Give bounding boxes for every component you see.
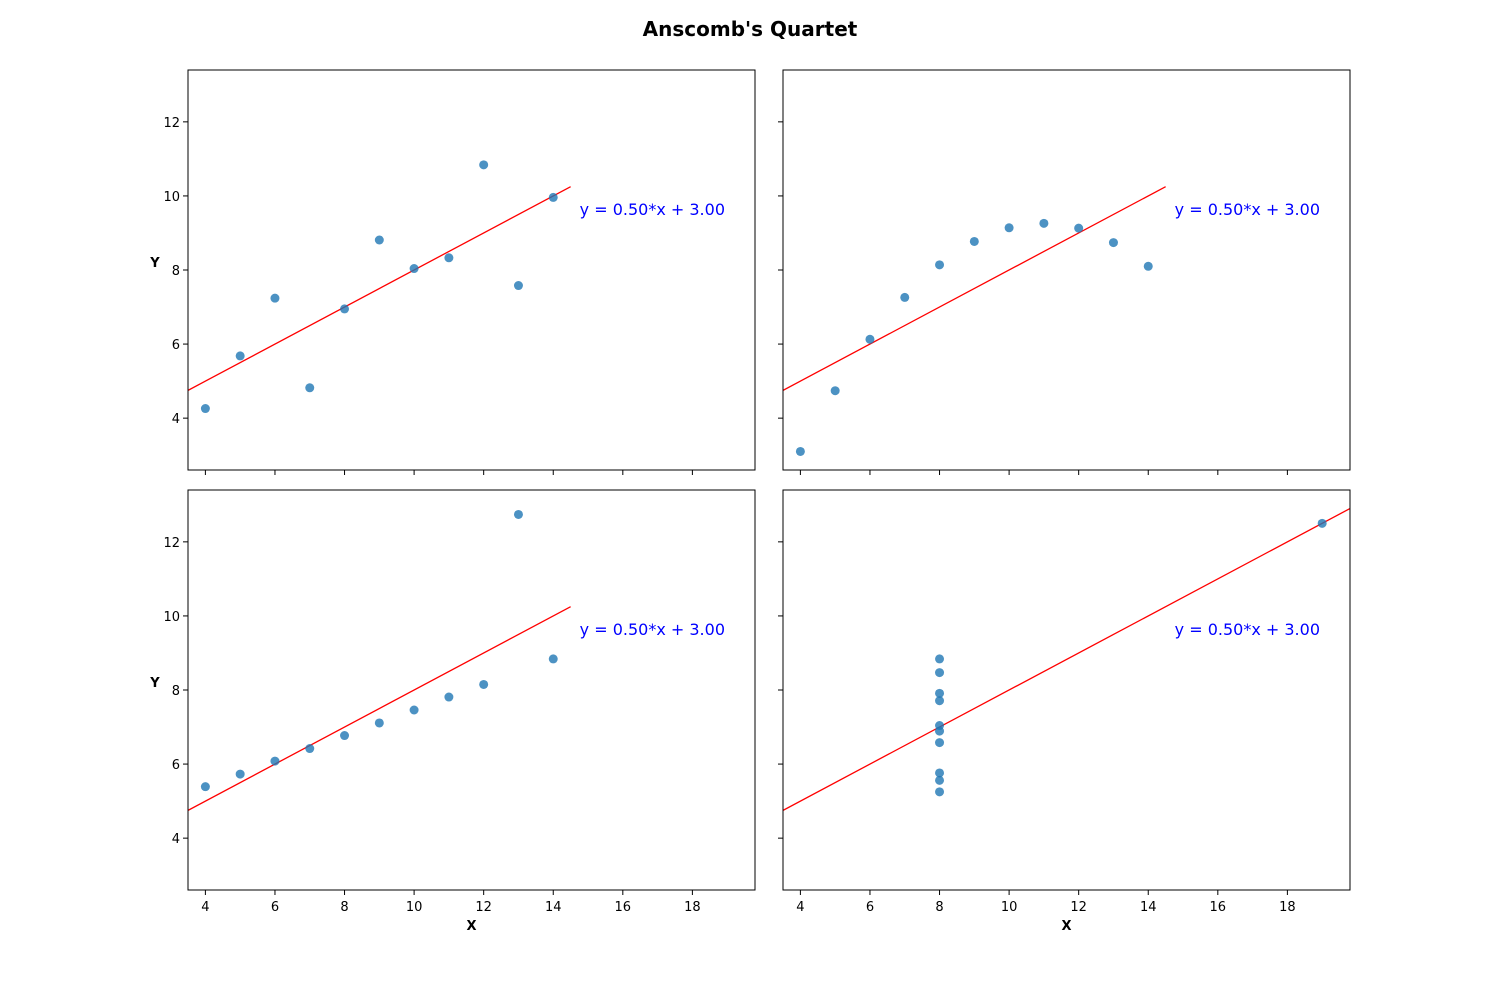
- y-tick-label: 6: [172, 338, 180, 353]
- equation-annotation: y = 0.50*x + 3.00: [1175, 200, 1320, 219]
- data-point: [374, 718, 384, 728]
- regression-line: [188, 186, 571, 391]
- x-tick-label: 12: [1070, 900, 1087, 915]
- data-point: [795, 446, 805, 456]
- data-point: [1108, 238, 1118, 248]
- y-tick-label: 12: [163, 116, 180, 131]
- y-tick-label: 4: [172, 832, 180, 847]
- data-point: [969, 236, 979, 246]
- data-point: [200, 782, 210, 792]
- data-point: [235, 351, 245, 361]
- y-tick-label: 6: [172, 758, 180, 773]
- x-tick-label: 4: [796, 900, 804, 915]
- x-tick-label: 6: [866, 900, 874, 915]
- data-point: [935, 260, 945, 270]
- plot-frame: [782, 489, 1351, 891]
- y-tick-label: 8: [172, 684, 180, 699]
- data-point: [1039, 218, 1049, 228]
- data-point: [548, 654, 558, 664]
- data-point: [444, 692, 454, 702]
- x-tick-label: 16: [615, 900, 632, 915]
- x-axis-label: X: [1061, 919, 1071, 934]
- data-point: [935, 775, 945, 785]
- regression-line: [188, 606, 571, 811]
- y-axis-label: Y: [149, 256, 160, 271]
- y-axis-label: Y: [149, 676, 160, 691]
- data-point: [513, 281, 523, 291]
- regression-line: [783, 507, 1350, 811]
- data-point: [865, 334, 875, 344]
- data-point: [935, 688, 945, 698]
- y-tick-label: 10: [163, 610, 180, 625]
- equation-annotation: y = 0.50*x + 3.00: [580, 200, 725, 219]
- data-point: [305, 383, 315, 393]
- x-tick-label: 6: [271, 900, 279, 915]
- equation-annotation: y = 0.50*x + 3.00: [580, 620, 725, 639]
- x-tick-label: 8: [340, 900, 348, 915]
- plot-frame: [782, 69, 1351, 471]
- plot-frame: [187, 69, 756, 471]
- data-point: [935, 654, 945, 664]
- data-point: [340, 304, 350, 314]
- data-point: [935, 726, 945, 736]
- x-tick-label: 12: [475, 900, 492, 915]
- data-point: [935, 787, 945, 797]
- data-point: [479, 160, 489, 170]
- data-point: [270, 293, 280, 303]
- x-tick-label: 18: [1279, 900, 1296, 915]
- data-point: [1143, 261, 1153, 271]
- x-tick-label: 14: [545, 900, 562, 915]
- data-point: [305, 744, 315, 754]
- y-tick-label: 10: [163, 190, 180, 205]
- plot-frame: [187, 489, 756, 891]
- data-point: [235, 769, 245, 779]
- data-point: [479, 679, 489, 689]
- y-tick-label: 12: [163, 536, 180, 551]
- data-point: [409, 264, 419, 274]
- data-point: [900, 292, 910, 302]
- subplot-bottom-right: 4 6 8 10 12 14 16 18 y = 0.50*x + 3.00 X: [778, 489, 1351, 934]
- equation-annotation: y = 0.50*x + 3.00: [1175, 620, 1320, 639]
- figure-title: Anscomb's Quartet: [643, 17, 858, 41]
- data-point: [935, 668, 945, 678]
- data-point: [1074, 223, 1084, 233]
- data-point: [548, 192, 558, 202]
- x-tick-label: 18: [684, 900, 701, 915]
- x-tick-label: 10: [1001, 900, 1018, 915]
- regression-line: [783, 186, 1166, 391]
- panels-group: 4 6 8 10 12 y = 0.50*x + 3.00 Yy = 0.50*x + 3.…: [149, 69, 1351, 934]
- subplot-top-left: 4 6 8 10 12 y = 0.50*x + 3.00 Y: [149, 69, 756, 475]
- y-tick-label: 8: [172, 264, 180, 279]
- data-point: [1317, 518, 1327, 528]
- data-point: [513, 509, 523, 519]
- data-point: [830, 386, 840, 396]
- x-tick-label: 8: [935, 900, 943, 915]
- y-tick-label: 4: [172, 412, 180, 427]
- data-point: [374, 235, 384, 245]
- data-point: [935, 696, 945, 706]
- x-tick-label: 16: [1210, 900, 1227, 915]
- data-point: [1004, 223, 1014, 233]
- data-point: [200, 404, 210, 414]
- subplot-bottom-left: 4 6 8 10 12 14 16 18 4 6 8 10 12 y = 0.50*x + 3.00 X Y: [149, 489, 756, 934]
- data-point: [935, 738, 945, 748]
- x-axis-label: X: [466, 919, 476, 934]
- data-point: [270, 756, 280, 766]
- x-tick-label: 4: [201, 900, 209, 915]
- data-point: [935, 768, 945, 778]
- x-tick-label: 14: [1140, 900, 1157, 915]
- x-tick-label: 10: [406, 900, 423, 915]
- data-point: [409, 705, 419, 715]
- data-point: [340, 731, 350, 741]
- data-point: [444, 253, 454, 263]
- subplot-top-right: y = 0.50*x + 3.00: [778, 69, 1351, 475]
